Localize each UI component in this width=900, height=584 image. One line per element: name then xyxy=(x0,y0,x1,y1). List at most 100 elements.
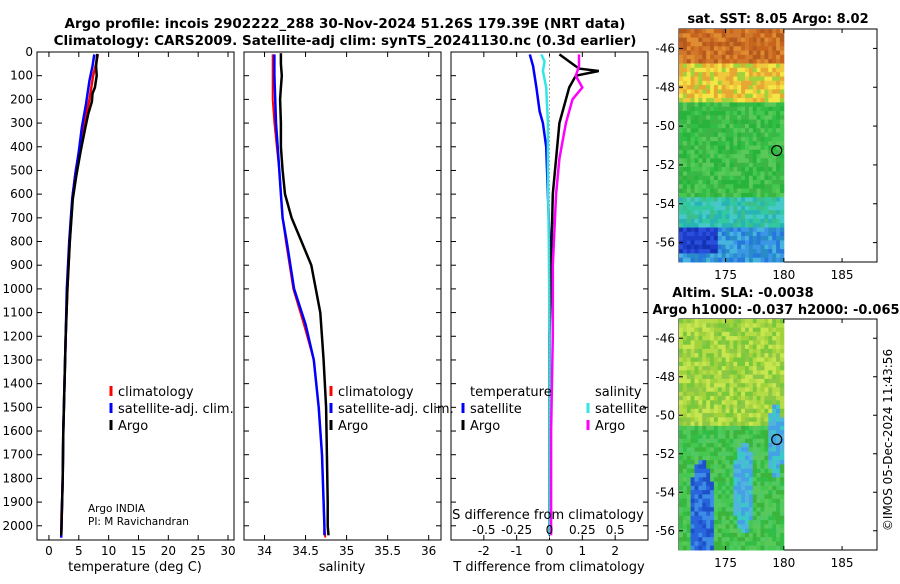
map-cell xyxy=(760,46,765,52)
map-cell xyxy=(776,136,781,142)
map-cell xyxy=(748,214,754,220)
map-cell xyxy=(779,413,785,418)
map-cell xyxy=(752,154,758,159)
map-cell xyxy=(737,348,742,354)
map-cell xyxy=(745,223,750,228)
map-cell xyxy=(710,29,715,34)
map-cell xyxy=(752,197,758,203)
map-cell xyxy=(772,175,777,181)
legend-salinity-title: salinity xyxy=(595,385,642,400)
map-cell xyxy=(768,485,773,491)
map-cell xyxy=(733,119,738,125)
map-cell xyxy=(682,323,688,329)
map-cell xyxy=(779,50,785,56)
map-cell xyxy=(702,438,707,444)
map-cell xyxy=(682,537,688,542)
map-cell xyxy=(717,507,723,512)
map-cell xyxy=(694,498,699,504)
map-cell xyxy=(733,520,738,525)
map-cell xyxy=(772,477,777,483)
map-cell xyxy=(721,111,727,116)
map-cell xyxy=(710,387,715,393)
map-cell xyxy=(748,111,754,116)
map-cell xyxy=(760,197,765,203)
map-cell xyxy=(698,158,703,164)
map-cell xyxy=(725,391,730,397)
map-cell xyxy=(752,366,758,371)
map-cell xyxy=(721,119,727,125)
map-cell xyxy=(745,336,750,341)
map-cell xyxy=(679,455,684,461)
map-cell xyxy=(706,434,711,440)
map-cell xyxy=(745,545,750,551)
map-cell xyxy=(702,63,707,69)
map-cell xyxy=(694,361,699,367)
map-cell xyxy=(682,378,688,384)
map-cell xyxy=(694,447,699,453)
map-cell xyxy=(737,494,742,500)
map-cell xyxy=(733,180,738,185)
map-cell xyxy=(779,378,785,384)
map-y-tick-label: -50 xyxy=(655,408,675,422)
y-tick-label: 1700 xyxy=(2,448,33,462)
map-cell xyxy=(710,421,715,427)
map-cell xyxy=(694,50,699,56)
map-cell xyxy=(779,145,785,151)
map-cell xyxy=(725,72,730,77)
map-cell xyxy=(772,41,777,47)
map-cell xyxy=(690,370,695,376)
map-cell xyxy=(779,93,785,99)
map-cell xyxy=(764,460,769,465)
map-cell xyxy=(690,430,695,435)
map-cell xyxy=(710,50,715,56)
y-tick-label: 100 xyxy=(10,69,33,83)
map-cell xyxy=(725,532,730,538)
map-cell xyxy=(717,502,723,508)
map-cell xyxy=(745,520,750,525)
map-cell xyxy=(682,46,688,52)
map-cell xyxy=(702,366,707,371)
map-cell xyxy=(690,400,695,406)
map-cell xyxy=(733,50,738,56)
map-cell xyxy=(748,89,754,95)
map-cell xyxy=(686,515,692,521)
map-cell xyxy=(698,434,703,440)
map-cell xyxy=(725,119,730,125)
map-cell xyxy=(713,132,719,138)
map-cell xyxy=(725,348,730,354)
map-cell xyxy=(764,323,769,329)
map-cell xyxy=(729,214,734,220)
map-cell xyxy=(745,46,750,52)
map-cell xyxy=(694,383,699,388)
map-cell xyxy=(752,464,758,470)
map-cell xyxy=(679,430,684,435)
map-cell xyxy=(737,46,742,52)
map-cell xyxy=(745,102,750,108)
map-cell xyxy=(706,162,711,168)
map-cell xyxy=(713,102,719,108)
map-cell xyxy=(702,378,707,384)
plot-frame xyxy=(243,51,442,541)
map-cell xyxy=(702,41,707,47)
map-cell xyxy=(725,473,730,478)
map-cell xyxy=(717,520,723,525)
map-cell xyxy=(737,545,742,551)
map-cell xyxy=(733,378,738,384)
map-cell xyxy=(741,485,746,491)
map-cell xyxy=(679,537,684,542)
map-cell xyxy=(756,498,761,504)
map-cell xyxy=(721,481,727,487)
map-cell xyxy=(686,197,692,203)
map-cell xyxy=(741,404,746,410)
map-cell xyxy=(694,132,699,138)
map-cell xyxy=(756,507,761,512)
map-cell xyxy=(717,59,723,64)
map-cell xyxy=(748,128,754,133)
legend-climatology-label: climatology xyxy=(118,385,194,400)
map-cell xyxy=(721,59,727,64)
map-cell xyxy=(768,154,773,159)
map-cell xyxy=(721,541,727,547)
map-cell xyxy=(694,430,699,435)
map-cell xyxy=(702,481,707,487)
map-cell xyxy=(706,249,711,254)
